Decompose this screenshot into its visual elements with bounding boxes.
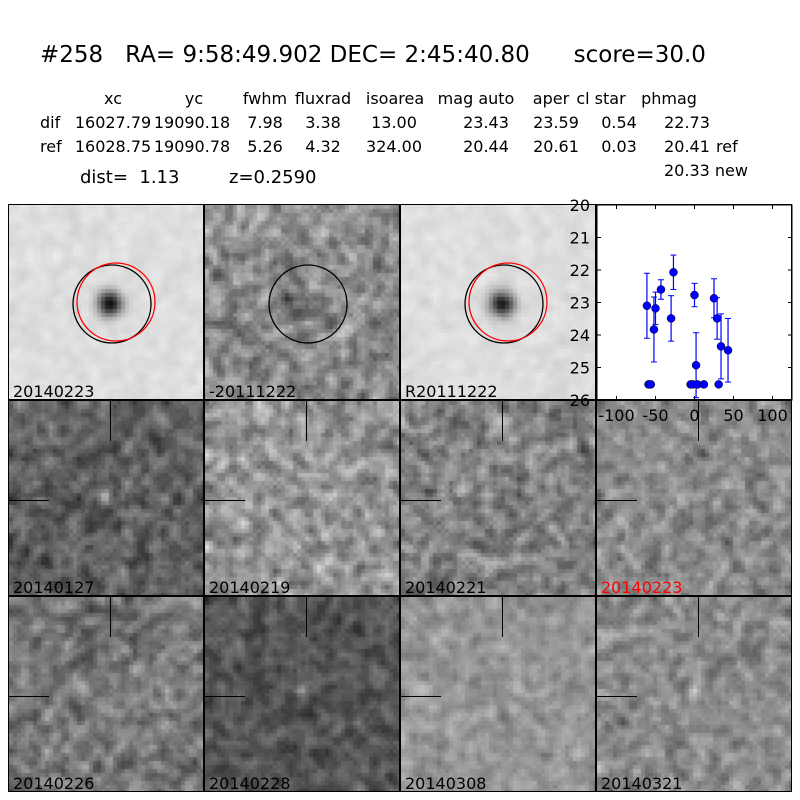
row-suffix: ref — [716, 137, 738, 156]
table-cell: 19090.18 — [153, 113, 231, 132]
candidate-title: #258 RA= 9:58:49.902 DEC= 2:45:40.80 sco… — [40, 42, 706, 68]
crosshair-horizontal — [205, 696, 245, 697]
column-header: isoarea — [365, 89, 425, 108]
column-header: fwhm — [242, 89, 288, 108]
cutout-image — [205, 597, 399, 791]
cutout-panel-epoch[interactable]: 20140223 — [596, 400, 792, 596]
table-cell: 23.43 — [463, 113, 509, 132]
column-header: yc — [184, 89, 204, 108]
cutout-panel-ref[interactable]: R20111222 — [400, 204, 596, 400]
cutout-image — [205, 401, 399, 595]
crosshair-horizontal — [401, 500, 441, 501]
crosshair-horizontal — [9, 696, 49, 697]
cutout-image — [401, 205, 595, 399]
column-header: aper — [532, 89, 570, 108]
cutout-panel-epoch[interactable]: 20140127 — [8, 400, 204, 596]
column-header: phmag — [641, 89, 697, 108]
panel-date-label: -20111222 — [209, 382, 297, 400]
redshift-value: z=0.2590 — [229, 167, 317, 188]
aperture-circle-black — [72, 264, 152, 344]
crosshair-vertical — [502, 597, 503, 637]
panel-date-label: R20111222 — [405, 382, 498, 400]
table-cell: 0.54 — [601, 113, 637, 132]
cutout-panel-epoch[interactable]: 20140321 — [596, 596, 792, 792]
cutout-panel-diff[interactable]: -20111222 — [204, 204, 400, 400]
crosshair-vertical — [110, 597, 111, 637]
aperture-circle-red — [468, 262, 548, 342]
panel-date-label: 20140308 — [405, 774, 487, 792]
panel-date-label: 20140219 — [209, 578, 291, 596]
crosshair-vertical — [306, 401, 307, 441]
panel-date-label: 20140223 — [13, 382, 95, 400]
cutout-image — [205, 205, 399, 399]
crosshair-horizontal — [9, 500, 49, 501]
table-cell: 20.44 — [463, 137, 509, 156]
table-cell: 16027.79 — [74, 113, 152, 132]
crosshair-vertical — [698, 401, 699, 441]
cutout-image — [9, 205, 203, 399]
panel-date-label: 20140226 — [13, 774, 95, 792]
row-label: ref — [40, 137, 62, 156]
new-phmag: 20.33 new — [664, 161, 748, 180]
cutout-panel-epoch[interactable]: 20140228 — [204, 596, 400, 792]
table-cell: 23.59 — [533, 113, 579, 132]
table-cell: 16028.75 — [74, 137, 152, 156]
crosshair-horizontal — [401, 696, 441, 697]
aperture-circle-black — [268, 264, 348, 344]
light-curve-panel — [596, 204, 792, 400]
crosshair-vertical — [698, 597, 699, 637]
table-cell: 20.61 — [533, 137, 579, 156]
crosshair-vertical — [306, 597, 307, 637]
cutout-panel-new[interactable]: 20140223 — [8, 204, 204, 400]
cutout-panel-epoch[interactable]: 20140308 — [400, 596, 596, 792]
column-header: cl star — [576, 89, 626, 108]
cutout-image — [597, 597, 791, 791]
table-cell: 19090.78 — [153, 137, 231, 156]
panel-date-label: 20140223 — [601, 578, 683, 596]
aperture-circle-red — [76, 262, 156, 342]
table-cell: 5.26 — [247, 137, 283, 156]
column-header: mag auto — [437, 89, 515, 108]
cutout-image — [9, 401, 203, 595]
panel-date-label: 20140321 — [601, 774, 683, 792]
table-cell: 20.41 — [664, 137, 710, 156]
table-cell: 7.98 — [247, 113, 283, 132]
distance-value: dist= 1.13 — [80, 167, 180, 188]
aperture-circle-black — [464, 264, 544, 344]
cutout-image — [401, 597, 595, 791]
cutout-image — [597, 401, 791, 595]
panel-date-label: 20140127 — [13, 578, 95, 596]
table-cell: 22.73 — [664, 113, 710, 132]
cutout-panel-epoch[interactable]: 20140219 — [204, 400, 400, 596]
row-label: dif — [40, 113, 61, 132]
panel-date-label: 20140221 — [405, 578, 487, 596]
table-cell: 3.38 — [305, 113, 341, 132]
crosshair-vertical — [502, 401, 503, 441]
crosshair-horizontal — [597, 500, 637, 501]
crosshair-vertical — [110, 401, 111, 441]
column-header: xc — [104, 89, 122, 108]
cutout-panel-epoch[interactable]: 20140221 — [400, 400, 596, 596]
cutout-image — [9, 597, 203, 791]
crosshair-horizontal — [205, 500, 245, 501]
cutout-panel-epoch[interactable]: 20140226 — [8, 596, 204, 792]
crosshair-horizontal — [597, 696, 637, 697]
panel-date-label: 20140228 — [209, 774, 291, 792]
table-cell: 13.00 — [371, 113, 417, 132]
table-cell: 4.32 — [305, 137, 341, 156]
column-header: fluxrad — [294, 89, 352, 108]
table-cell: 324.00 — [366, 137, 422, 156]
table-cell: 0.03 — [601, 137, 637, 156]
cutout-image — [401, 401, 595, 595]
